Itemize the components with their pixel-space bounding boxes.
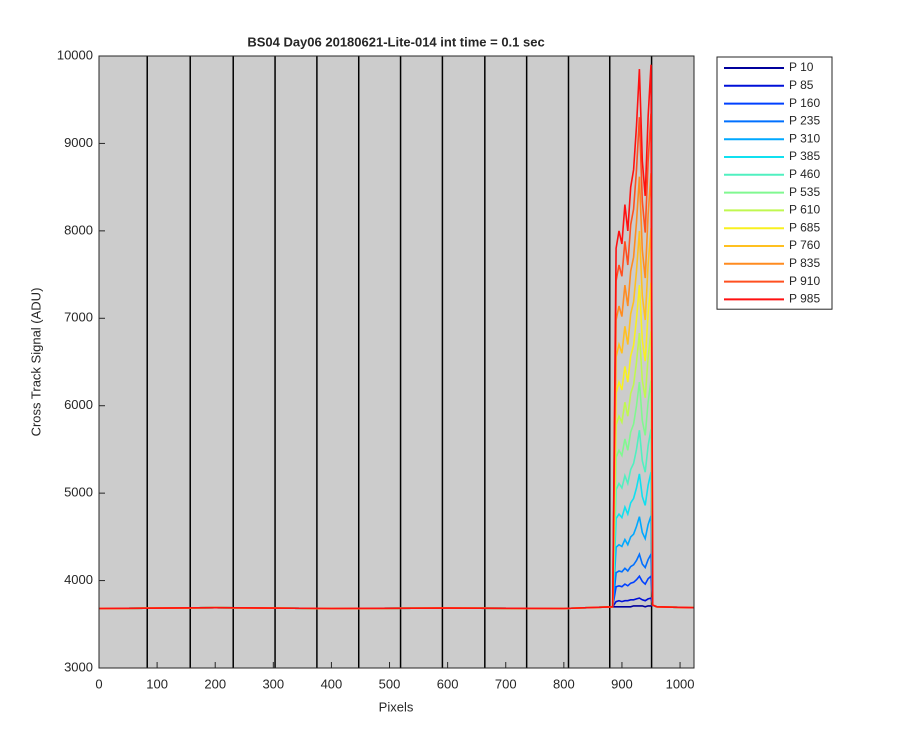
x-tick-label: 800 <box>553 676 575 691</box>
x-tick-label: 600 <box>437 676 459 691</box>
legend-label: P 910 <box>789 274 820 288</box>
y-axis-label: Cross Track Signal (ADU) <box>28 288 43 437</box>
y-tick-label: 6000 <box>64 397 93 412</box>
legend-label: P 835 <box>789 256 820 270</box>
x-tick-label: 200 <box>204 676 226 691</box>
x-tick-label: 100 <box>146 676 168 691</box>
legend-label: P 760 <box>789 238 820 252</box>
legend-label: P 85 <box>789 78 814 92</box>
series-line <box>98 64 695 610</box>
legend-label: P 10 <box>789 60 814 74</box>
y-tick-label: 10000 <box>57 47 93 62</box>
x-tick-label: 500 <box>379 676 401 691</box>
y-tick-label: 8000 <box>64 222 93 237</box>
x-tick-label: 1000 <box>666 676 695 691</box>
plot-frame <box>98 55 695 669</box>
plot-area <box>99 56 694 668</box>
x-tick-label: 700 <box>495 676 517 691</box>
legend-label: P 310 <box>789 131 820 145</box>
y-tick-label: 3000 <box>64 659 93 674</box>
legend-label: P 160 <box>789 96 820 110</box>
x-tick-label: 0 <box>95 676 102 691</box>
legend-label: P 385 <box>789 149 820 163</box>
legend-box <box>716 56 833 310</box>
legend-label: P 985 <box>789 292 820 306</box>
legend-label: P 460 <box>789 167 820 181</box>
x-tick-label: 900 <box>611 676 633 691</box>
legend-label: P 535 <box>789 185 820 199</box>
legend-label: P 685 <box>789 220 820 234</box>
x-tick-label: 400 <box>321 676 343 691</box>
y-tick-label: 7000 <box>64 310 93 325</box>
legend-label: P 610 <box>789 203 820 217</box>
x-tick-label: 300 <box>262 676 284 691</box>
y-tick-label: 4000 <box>64 572 93 587</box>
y-tick-label: 9000 <box>64 135 93 150</box>
y-tick-label: 5000 <box>64 485 93 500</box>
x-axis-label: Pixels <box>379 699 414 714</box>
chart-title: BS04 Day06 20180621-Lite-014 int time = … <box>247 34 544 49</box>
legend-label: P 235 <box>789 114 820 128</box>
